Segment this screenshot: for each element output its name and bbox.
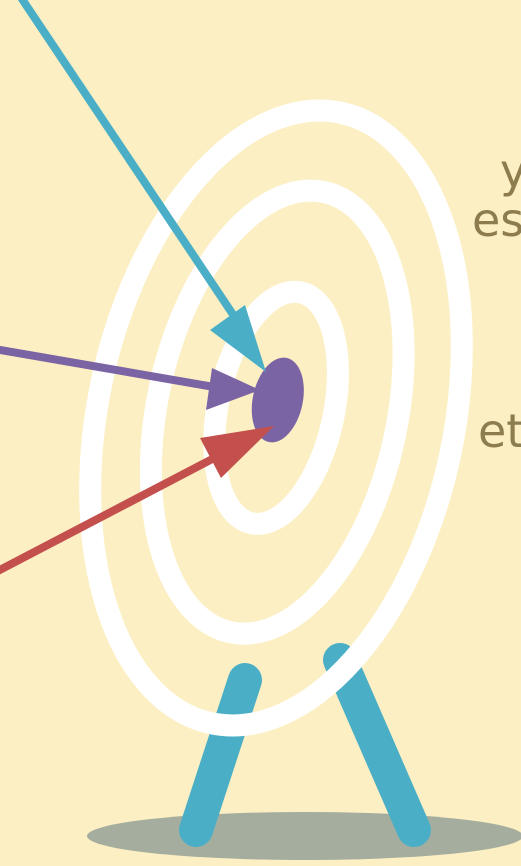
arrow-red-head — [200, 426, 274, 478]
stand-leg-right — [323, 643, 431, 847]
ground-shadow — [87, 812, 521, 860]
partial-text-line-3: et — [478, 404, 521, 458]
arrow-blue — [17, 0, 266, 372]
partial-text-line-1: y — [500, 144, 521, 198]
archery-target-icon — [79, 99, 473, 737]
arrow-blue-head — [210, 305, 266, 372]
target-ring-middle — [139, 179, 415, 645]
target-ring-outer — [79, 99, 473, 737]
stand-leg-left — [179, 663, 262, 847]
partial-text-line-2: es — [472, 193, 521, 247]
arrow-purple-head — [206, 368, 260, 410]
arrow-purple — [0, 346, 260, 410]
arrow-red — [0, 426, 274, 575]
target-stand — [179, 643, 431, 847]
bullseye — [251, 357, 304, 443]
